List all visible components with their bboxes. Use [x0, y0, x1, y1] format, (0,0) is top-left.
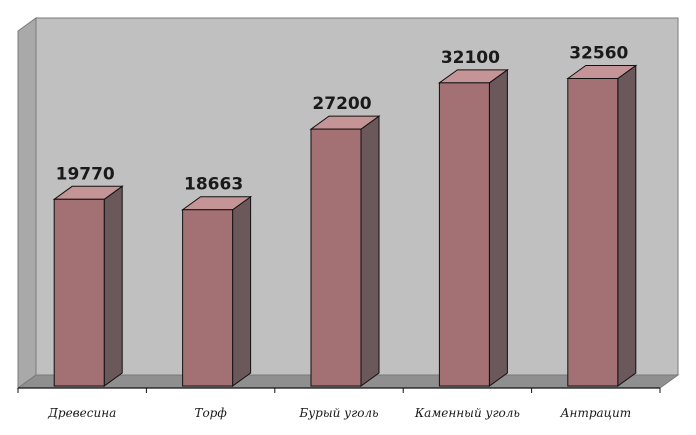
bar-side-face [488, 68, 508, 387]
bar-front-face [438, 82, 490, 387]
bar-front-face [53, 198, 105, 387]
bar-side-face [360, 115, 380, 387]
data-label: 32560 [569, 43, 628, 63]
bar-front-face [182, 209, 234, 387]
bar-front-face [310, 128, 362, 387]
category-label: Древесина [47, 406, 116, 420]
data-label: 27200 [312, 94, 371, 114]
category-label: Торф [194, 406, 226, 420]
bar-series: 19770 18663 27200 32100 32560 [52, 43, 638, 387]
bar [309, 115, 381, 387]
data-label: 32100 [441, 48, 500, 68]
bar [181, 195, 253, 387]
data-label: 19770 [56, 164, 115, 184]
data-label: 18663 [184, 175, 243, 195]
bar-side-face [232, 195, 252, 387]
bar [52, 185, 124, 387]
bar [437, 68, 509, 387]
category-label: Антрацит [559, 406, 631, 420]
bar-front-face [567, 77, 619, 387]
bar [566, 64, 638, 387]
plot-side-wall [17, 17, 37, 389]
category-axis: Древесина Торф Бурый уголь Каменный уголь Ан… [17, 387, 661, 420]
category-label: Бурый уголь [298, 406, 378, 420]
bar-side-face [103, 185, 123, 387]
category-label: Каменный уголь [414, 406, 520, 420]
bar-side-face [617, 64, 637, 387]
